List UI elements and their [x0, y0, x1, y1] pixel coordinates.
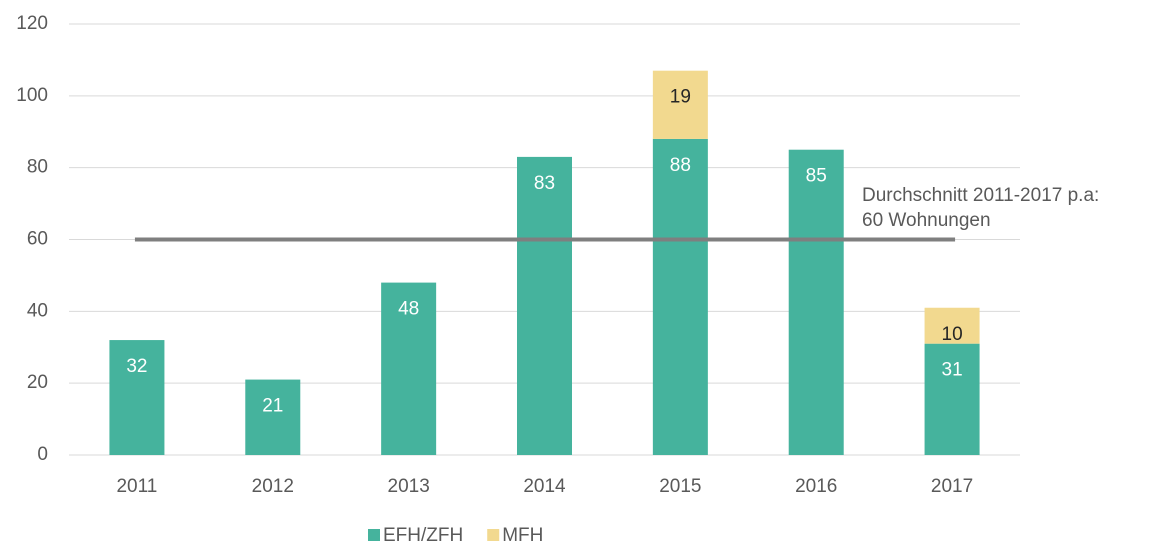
x-tick-label: 2014: [523, 476, 566, 497]
data-label: 19: [670, 87, 691, 108]
bar-segment: [652, 138, 708, 455]
x-tick-label: 2012: [252, 476, 294, 497]
data-label: 31: [942, 360, 963, 381]
y-tick-label: 120: [16, 13, 48, 34]
x-tick-label: 2016: [795, 476, 837, 497]
annotation: 60 Wohnungen: [862, 210, 991, 231]
bar-segment: [652, 70, 708, 139]
annotation: Durchschnitt 2011-2017 p.a:: [862, 185, 1099, 206]
x-tick-label: 2015: [659, 476, 701, 497]
bar-segment: [381, 282, 437, 455]
bar-segment: [788, 149, 844, 456]
bar-segment: [924, 307, 980, 344]
bar-segment: [924, 343, 980, 455]
data-label: 88: [670, 155, 691, 176]
data-label: 48: [398, 299, 419, 320]
x-tick-label: 2013: [388, 476, 430, 497]
legend-swatch: [487, 529, 500, 541]
bar-segment: [245, 379, 301, 455]
y-tick-label: 80: [27, 157, 48, 178]
legend-label: MFH: [502, 525, 543, 543]
data-label: 32: [126, 356, 147, 377]
y-tick-label: 20: [27, 372, 48, 393]
bar-segment: [109, 340, 165, 455]
data-label: 21: [262, 396, 283, 417]
x-tick-label: 2011: [116, 476, 157, 497]
data-label: 10: [942, 324, 963, 345]
y-tick-label: 60: [27, 229, 48, 250]
legend-swatch: [368, 529, 380, 541]
y-tick-label: 40: [27, 300, 48, 321]
data-label: 83: [534, 173, 555, 194]
x-tick-label: 2017: [931, 476, 973, 497]
y-tick-label: 100: [16, 85, 48, 106]
bar-segment: [517, 156, 572, 455]
legend-label: EFH/ZFH: [383, 525, 463, 543]
data-label: 85: [806, 166, 827, 187]
y-tick-label: 0: [37, 444, 48, 465]
